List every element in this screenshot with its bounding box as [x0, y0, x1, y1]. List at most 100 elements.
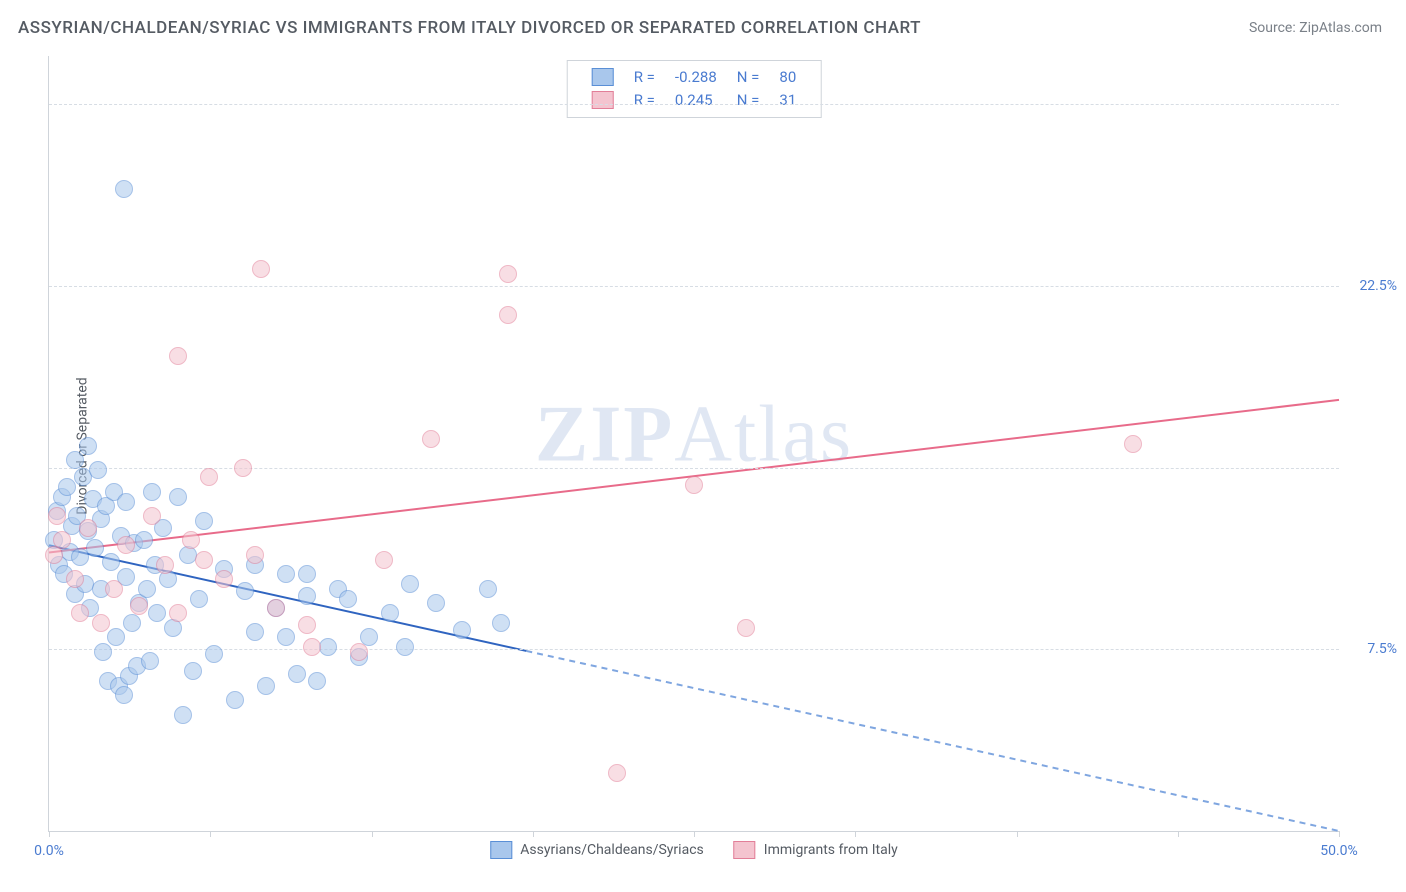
data-point — [138, 580, 156, 598]
legend-item-series2: Immigrants from Italy — [734, 841, 898, 859]
data-point — [298, 587, 316, 605]
data-point — [479, 580, 497, 598]
data-point — [236, 582, 254, 600]
data-point — [375, 551, 393, 569]
gridline — [49, 104, 1339, 105]
data-point — [184, 662, 202, 680]
data-point — [298, 565, 316, 583]
x-tick-label: 50.0% — [1320, 843, 1358, 859]
stats-row-series1: R = -0.288 N = 80 — [582, 65, 807, 88]
data-point — [48, 507, 66, 525]
n-value-series1: 80 — [769, 65, 806, 88]
source-label: Source: ZipAtlas.com — [1249, 20, 1382, 36]
data-point — [169, 488, 187, 506]
data-point — [737, 619, 755, 637]
data-point — [79, 437, 97, 455]
data-point — [66, 570, 84, 588]
x-tick — [855, 831, 856, 837]
data-point — [252, 260, 270, 278]
x-tick — [533, 831, 534, 837]
x-tick — [372, 831, 373, 837]
gridline — [49, 649, 1339, 650]
data-point — [308, 672, 326, 690]
data-point — [319, 638, 337, 656]
data-point — [453, 621, 471, 639]
legend-swatch-series2 — [734, 841, 756, 859]
data-point — [123, 614, 141, 632]
data-point — [499, 306, 517, 324]
gridline — [49, 286, 1339, 287]
chart-title: ASSYRIAN/CHALDEAN/SYRIAC VS IMMIGRANTS F… — [18, 18, 921, 38]
data-point — [267, 599, 285, 617]
r-value-series2: 0.245 — [665, 88, 727, 111]
data-point — [117, 536, 135, 554]
data-point — [135, 531, 153, 549]
data-point — [156, 556, 174, 574]
y-tick-label: 7.5% — [1367, 641, 1397, 657]
legend-label-series2: Immigrants from Italy — [764, 842, 898, 858]
data-point — [427, 594, 445, 612]
data-point — [89, 461, 107, 479]
data-point — [107, 628, 125, 646]
data-point — [143, 507, 161, 525]
x-tick — [1339, 831, 1340, 837]
data-point — [685, 476, 703, 494]
data-point — [226, 691, 244, 709]
legend-item-series1: Assyrians/Chaldeans/Syriacs — [490, 841, 703, 859]
data-point — [246, 623, 264, 641]
data-point — [288, 665, 306, 683]
data-point — [499, 265, 517, 283]
x-tick-label: 0.0% — [34, 843, 64, 859]
data-point — [105, 580, 123, 598]
data-point — [148, 604, 166, 622]
data-point — [53, 531, 71, 549]
data-point — [1124, 435, 1142, 453]
legend-swatch-series1 — [490, 841, 512, 859]
data-point — [246, 546, 264, 564]
data-point — [277, 628, 295, 646]
x-tick — [1178, 831, 1179, 837]
data-point — [234, 459, 252, 477]
data-point — [401, 575, 419, 593]
data-point — [396, 638, 414, 656]
data-point — [102, 553, 120, 571]
y-tick-label: 22.5% — [1359, 278, 1397, 294]
data-point — [94, 643, 112, 661]
data-point — [215, 570, 233, 588]
data-point — [492, 614, 510, 632]
data-point — [381, 604, 399, 622]
data-point — [92, 614, 110, 632]
data-point — [71, 604, 89, 622]
x-tick — [210, 831, 211, 837]
n-value-series2: 31 — [769, 88, 806, 111]
data-point — [422, 430, 440, 448]
data-point — [174, 706, 192, 724]
data-point — [66, 451, 84, 469]
data-point — [130, 597, 148, 615]
swatch-series1 — [592, 68, 614, 86]
trend-lines-layer — [49, 56, 1339, 831]
data-point — [200, 468, 218, 486]
data-point — [141, 652, 159, 670]
data-point — [339, 590, 357, 608]
data-point — [169, 347, 187, 365]
data-point — [608, 764, 626, 782]
data-point — [115, 686, 133, 704]
data-point — [298, 616, 316, 634]
x-tick — [1017, 831, 1018, 837]
data-point — [115, 180, 133, 198]
data-point — [303, 638, 321, 656]
data-point — [350, 643, 368, 661]
data-point — [277, 565, 295, 583]
data-point — [190, 590, 208, 608]
data-point — [117, 493, 135, 511]
data-point — [143, 483, 161, 501]
data-point — [182, 531, 200, 549]
data-point — [195, 512, 213, 530]
data-point — [195, 551, 213, 569]
stats-legend: R = -0.288 N = 80 R = 0.245 N = 31 — [567, 60, 822, 118]
legend-label-series1: Assyrians/Chaldeans/Syriacs — [520, 842, 703, 858]
series-legend: Assyrians/Chaldeans/Syriacs Immigrants f… — [490, 841, 897, 859]
x-tick — [694, 831, 695, 837]
stats-row-series2: R = 0.245 N = 31 — [582, 88, 807, 111]
